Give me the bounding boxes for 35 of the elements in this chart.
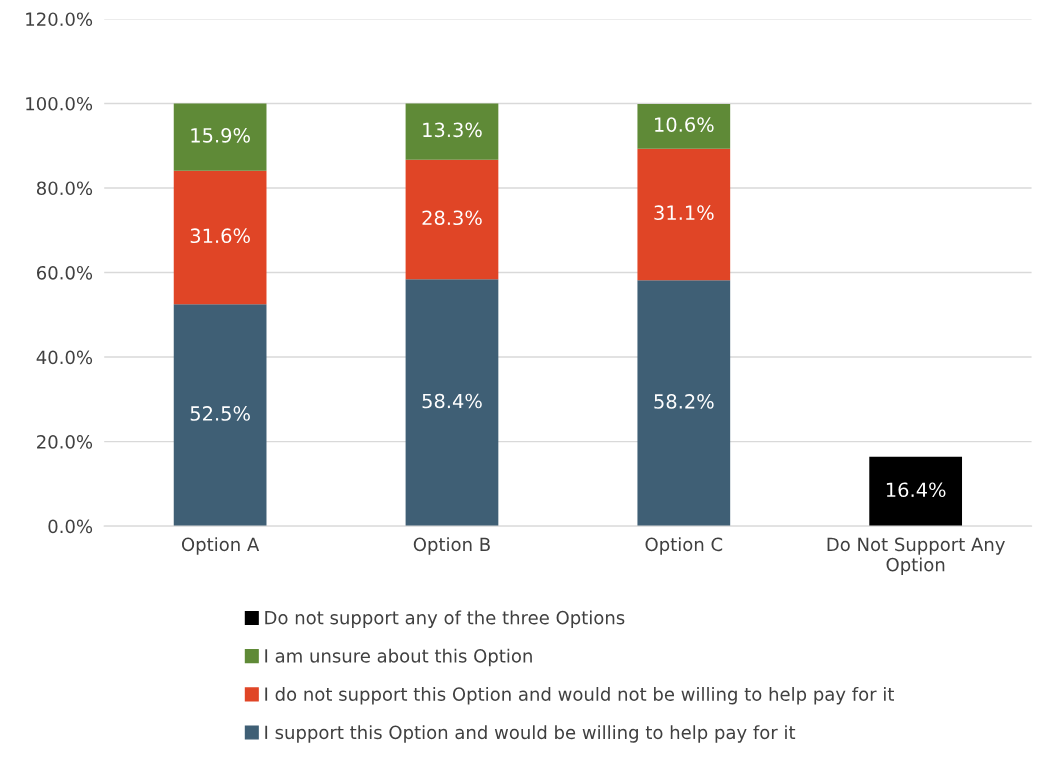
y-tick-label: 0.0% bbox=[48, 519, 93, 534]
x-tick-label: Do Not Support Any Option bbox=[827, 537, 1005, 575]
data-label: 28.3% bbox=[422, 210, 482, 226]
bar bbox=[637, 148, 731, 281]
bar bbox=[405, 103, 499, 160]
data-label: 58.4% bbox=[422, 393, 482, 409]
y-tick-label: 100.0% bbox=[26, 96, 93, 111]
legend-label: Do not support any of the three Options bbox=[265, 610, 625, 628]
legend-label: I do not support this Option and would not be willing to help pay for it bbox=[265, 686, 894, 705]
legend-label: I am unsure about this Option bbox=[265, 648, 532, 667]
data-label: 16.4% bbox=[886, 482, 946, 498]
bar bbox=[405, 159, 499, 280]
y-tick-label: 20.0% bbox=[37, 435, 93, 449]
data-label: 15.9% bbox=[191, 127, 250, 143]
data-label: 13.3% bbox=[423, 122, 482, 138]
y-tick-label: 80.0% bbox=[36, 181, 93, 196]
y-tick-label: 120.0% bbox=[26, 12, 93, 27]
x-tick-label: Option C bbox=[645, 537, 723, 555]
x-tick-label: Option B bbox=[413, 537, 490, 555]
data-label: 52.5% bbox=[190, 406, 250, 421]
data-label: 31.1% bbox=[654, 205, 714, 221]
bar bbox=[173, 304, 267, 527]
legend-label: I support this Option and would be willing to help pay for it bbox=[265, 725, 796, 743]
bar bbox=[869, 456, 963, 527]
x-tick-label: Option A bbox=[181, 537, 260, 555]
data-label: 58.2% bbox=[654, 394, 714, 409]
bar bbox=[173, 103, 267, 171]
bar bbox=[173, 170, 267, 305]
y-tick-label: 40.0% bbox=[36, 350, 93, 365]
bar bbox=[405, 279, 499, 527]
bar bbox=[637, 280, 731, 527]
bar bbox=[637, 103, 731, 149]
data-label: 31.6% bbox=[190, 228, 250, 244]
data-label: 10.6% bbox=[655, 117, 714, 132]
y-tick-label: 60.0% bbox=[36, 265, 93, 280]
